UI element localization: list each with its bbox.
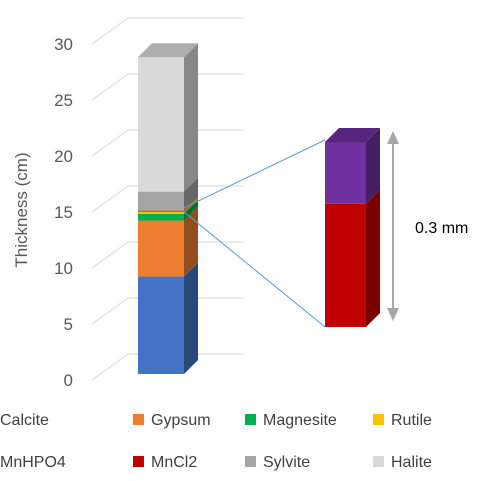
bar-side-sylvite: [184, 177, 198, 211]
legend-label: Magnesite: [263, 412, 337, 429]
y-tick-label: 15: [54, 203, 73, 222]
legend-label: MnCl2: [151, 454, 197, 471]
y-tick-label: 0: [64, 371, 73, 390]
legend-swatch: [133, 456, 144, 467]
legend-item-sylvite: Sylvite: [245, 454, 310, 471]
legend-label: Calcite: [0, 412, 49, 429]
gridline-diagonal: [91, 353, 129, 381]
legend-label: MnHPO4: [0, 454, 66, 471]
y-axis-title: Thickness (cm): [12, 152, 31, 267]
legend-item-rutile: Rutile: [373, 412, 432, 429]
bar-segment-mncl2: [138, 196, 198, 212]
legend-item-magnesite: Magnesite: [245, 412, 337, 429]
legend-label: Gypsum: [151, 412, 211, 429]
gridline-diagonal: [91, 297, 129, 325]
y-axis-ticks: 0 5 10 15 20 25 30: [54, 35, 73, 390]
gridline-diagonal: [91, 129, 129, 157]
legend-item-halite: Halite: [373, 454, 432, 471]
y-tick-label: 30: [54, 35, 73, 54]
legend-swatch: [245, 456, 256, 467]
inset-front-mncl2: [325, 203, 366, 327]
y-tick-label: 20: [54, 147, 73, 166]
bar-side-calcite: [184, 262, 198, 374]
bar-segment-halite: [138, 43, 198, 192]
bar-front-rutile: [138, 211, 184, 214]
inset-front-mnhpo4: [325, 142, 366, 204]
legend-item-mnhpo4: MnHPO4: [0, 454, 66, 471]
bar-segment-gypsum: [138, 206, 198, 277]
legend: Calcite Gypsum Magnesite Rutile MnHPO4 MnCl2 S…: [0, 412, 432, 471]
legend-item-mncl2: MnCl2: [133, 454, 197, 471]
gridline-diagonal: [91, 17, 129, 45]
legend-label: Rutile: [391, 412, 432, 429]
legend-swatch: [373, 456, 384, 467]
zoom-connector-top: [183, 139, 326, 209]
bar-top: [138, 43, 198, 58]
legend-swatch: [133, 414, 144, 425]
bar-front-sylvite: [138, 191, 184, 211]
bar-front-halite: [138, 57, 184, 192]
bar-side-gypsum: [184, 206, 198, 277]
legend-swatch: [245, 414, 256, 425]
inset-top: [325, 128, 380, 142]
legend-swatch: [373, 414, 384, 425]
bar-front-calcite: [138, 276, 184, 374]
bar-side-mnhpo4: [184, 196, 198, 212]
bar-side-halite: [184, 43, 198, 192]
legend-label: Sylvite: [263, 454, 310, 471]
dimension-arrow-head-up: [387, 131, 399, 144]
inset-segment-mncl2: [325, 189, 380, 327]
y-tick-label: 5: [64, 315, 73, 334]
stacked-column: [138, 43, 198, 374]
inset-dimension-label: 0.3 mm: [415, 220, 468, 237]
bar-segment-rutile: [138, 197, 198, 214]
bar-side-mncl2: [184, 196, 198, 211]
bar-front-magnesite: [138, 213, 184, 221]
inset-segment-mnhpo4: [325, 128, 380, 204]
inset-side-mnhpo4: [366, 128, 380, 204]
inset-side-mncl2: [366, 189, 380, 327]
dimension-arrow-head-down: [387, 308, 399, 321]
bar-side-rutile: [184, 197, 198, 214]
legend-item-calcite: Calcite: [0, 412, 49, 429]
gridline-diagonal: [91, 241, 129, 269]
bar-segment-calcite: [138, 262, 198, 374]
bar-front-mncl2: [138, 210, 184, 212]
bar-front-gypsum: [138, 220, 184, 277]
inset-zoom-column: [183, 128, 399, 328]
y-tick-label: 25: [54, 91, 73, 110]
bar-segment-sylvite: [138, 177, 198, 211]
zoom-connector-bottom: [183, 211, 326, 328]
gridline-diagonal: [91, 185, 129, 213]
legend-item-gypsum: Gypsum: [133, 412, 211, 429]
legend-label: Halite: [391, 454, 432, 471]
gridline-diagonal: [91, 73, 129, 101]
y-tick-label: 10: [54, 259, 73, 278]
